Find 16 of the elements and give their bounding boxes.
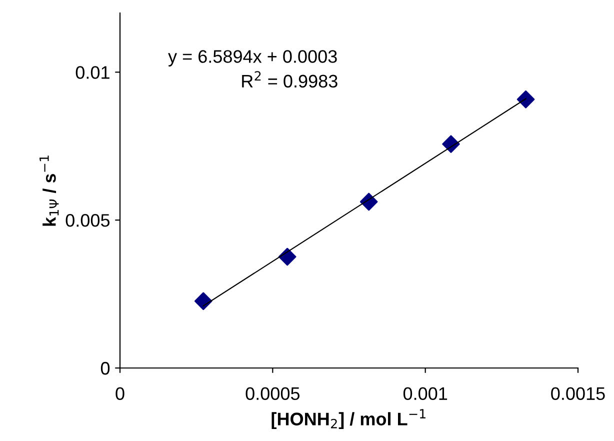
point xyxy=(278,248,296,266)
x-tick-label: 0.001 xyxy=(403,387,448,400)
x-axis-title: [HONH$_{2}$] / mol L$^{−1}$ xyxy=(272,409,426,430)
annotation: y = 6.5894x + 0.0003 xyxy=(168,50,337,66)
point xyxy=(516,90,535,108)
x-tick-label: 0.0005 xyxy=(246,387,300,400)
y-tick-label: 0.005 xyxy=(66,214,110,227)
point xyxy=(194,292,212,310)
y-axis-title: k$_{1Ψ}$ / s$^{−1}$ xyxy=(40,156,59,226)
annotation: R$^{2}$ = 0.9983 xyxy=(242,71,338,88)
x-tick-label: 0.0015 xyxy=(551,387,605,400)
x-tick-label: 0 xyxy=(116,387,124,400)
point xyxy=(442,135,460,153)
y-tick-label: 0 xyxy=(100,362,110,375)
point xyxy=(360,192,378,211)
y-tick-label: 0.01 xyxy=(76,66,110,79)
